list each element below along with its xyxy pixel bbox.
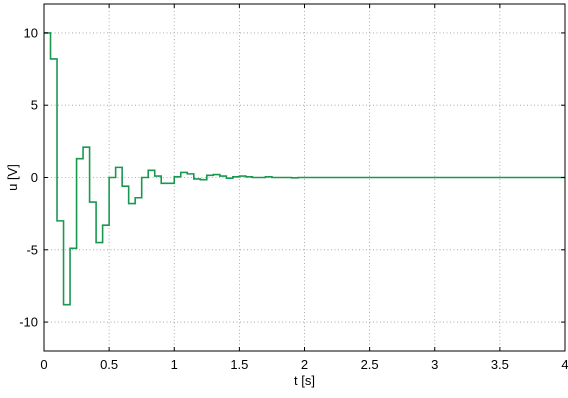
x-tick-label: 3: [431, 357, 438, 372]
x-tick-label: 2: [301, 357, 308, 372]
x-tick-label: 3.5: [491, 357, 509, 372]
axis-ticks: 0 0.5 1 1.5 2 2.5 3 3.5 4 -10 -5 0 5 10: [19, 4, 568, 372]
x-tick-label: 1.5: [230, 357, 248, 372]
x-tick-label: 4: [561, 357, 568, 372]
y-tick-label: 10: [24, 25, 38, 40]
x-axis-label: t [s]: [294, 373, 315, 388]
x-tick-label: 0: [40, 357, 47, 372]
y-tick-label: 5: [31, 98, 38, 113]
x-tick-label: 1: [171, 357, 178, 372]
x-tick-label: 0.5: [100, 357, 118, 372]
y-axis-label: u [V]: [5, 164, 20, 191]
y-tick-label: -5: [26, 242, 38, 257]
y-tick-label: -10: [19, 315, 38, 330]
series-line: [44, 32, 565, 306]
plot-area: [44, 32, 565, 306]
y-tick-label: 0: [31, 170, 38, 185]
x-tick-label: 2.5: [361, 357, 379, 372]
axis-labels: t [s] u [V]: [5, 164, 315, 388]
